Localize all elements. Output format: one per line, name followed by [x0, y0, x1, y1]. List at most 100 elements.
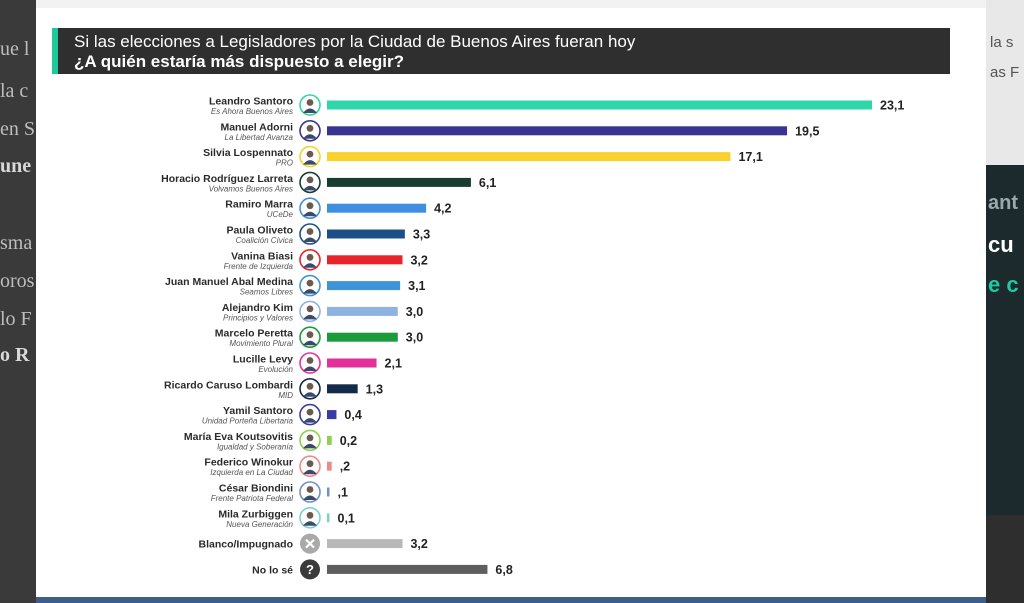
candidate-shoulders-icon	[303, 443, 317, 449]
candidate-head-icon	[306, 279, 314, 287]
bar	[327, 152, 731, 162]
background-text-fragment: la s	[990, 34, 1014, 51]
party-label: Coalición Cívica	[236, 236, 294, 245]
x-glyph-icon	[305, 538, 315, 549]
party-label: Evolución	[258, 365, 293, 374]
category-label: Horacio Rodríguez Larreta	[161, 173, 293, 185]
party-label: MID	[278, 391, 293, 400]
candidate-shoulders-icon	[303, 289, 317, 294]
bar	[327, 126, 788, 136]
candidate-head-icon	[306, 408, 314, 416]
question-glyph-icon: ?	[306, 562, 314, 577]
background-article-left: ue l la c en S une sma oros lo F o R	[0, 0, 36, 603]
candidate-head-icon	[306, 150, 314, 158]
candidate-shoulders-icon	[303, 237, 317, 242]
category-label: Juan Manuel Abal Medina	[165, 276, 293, 288]
value-label: 17,1	[738, 150, 762, 164]
value-label: 0,1	[338, 511, 355, 525]
candidate-head-icon	[306, 228, 314, 235]
background-text-fragment: sma	[0, 232, 33, 254]
card-bottom-strip	[36, 597, 986, 603]
bar	[327, 435, 332, 445]
bar	[327, 177, 471, 187]
party-label: Nueva Generación	[226, 520, 293, 529]
value-label: 23,1	[880, 99, 904, 113]
party-label: Principios y Valores	[223, 313, 293, 322]
candidate-head-icon	[306, 305, 314, 313]
category-label: Yamil Santoro	[223, 405, 293, 417]
background-text-fragment: la c	[0, 80, 29, 102]
candidate-shoulders-icon	[303, 418, 317, 423]
background-article-right: la s as F ant cu e c	[986, 0, 1024, 603]
value-label: 1,3	[366, 382, 383, 396]
bar	[327, 384, 358, 394]
bar	[327, 358, 377, 368]
category-label: Mila Zurbiggen	[218, 508, 293, 520]
bar	[327, 306, 398, 316]
value-label: 3,0	[406, 331, 423, 345]
background-text-fragment: cu	[988, 232, 1014, 257]
candidate-head-icon	[306, 176, 314, 184]
candidate-shoulders-icon	[303, 392, 317, 397]
candidate-head-icon	[306, 434, 314, 442]
background-text-fragment: ue l	[0, 38, 30, 60]
value-label: 6,1	[479, 176, 496, 190]
candidate-head-icon	[306, 331, 314, 339]
value-label: 3,1	[408, 279, 425, 293]
candidate-shoulders-icon	[303, 185, 317, 191]
value-label: 3,3	[413, 228, 430, 242]
bar	[327, 539, 403, 549]
value-label: 6,8	[495, 563, 512, 577]
category-label: Lucille Levy	[233, 354, 293, 366]
category-label: Federico Winokur	[204, 457, 293, 469]
party-label: La Libertad Avanza	[225, 133, 294, 142]
value-label: 3,2	[410, 537, 427, 551]
value-label: 3,2	[410, 253, 427, 267]
value-label: 3,0	[406, 305, 423, 319]
bar	[327, 564, 488, 574]
party-label: Izquierda en La Ciudad	[210, 468, 293, 477]
chart-subtitle: ¿A quién estaría más dispuesto a elegir?	[74, 52, 405, 71]
value-label: 0,2	[340, 434, 357, 448]
bar	[327, 203, 427, 213]
bar	[327, 281, 401, 291]
category-label: María Eva Koutsovitis	[184, 431, 293, 443]
party-label: Volvamos Buenos Aires	[209, 184, 293, 193]
party-label: Es Ahora Buenos Aires	[211, 107, 293, 116]
candidate-head-icon	[306, 253, 314, 261]
bar	[327, 229, 405, 239]
candidate-head-icon	[306, 460, 314, 468]
party-label: Seamos Libres	[240, 288, 293, 297]
background-dark-panel	[986, 165, 1024, 515]
candidate-shoulders-icon	[303, 469, 317, 475]
chart-card: Si las elecciones a Legisladores por la …	[36, 8, 986, 603]
candidate-shoulders-icon	[303, 263, 317, 268]
party-label: Movimiento Plural	[229, 339, 293, 348]
candidate-head-icon	[306, 511, 314, 519]
party-label: Frente de Izquierda	[224, 262, 294, 271]
chart-header: Si las elecciones a Legisladores por la …	[52, 28, 950, 74]
candidate-shoulders-icon	[303, 340, 317, 346]
candidate-head-icon	[306, 486, 314, 493]
category-label: Ramiro Marra	[225, 199, 293, 211]
bar	[327, 513, 330, 523]
category-label: Vanina Biasi	[231, 250, 293, 262]
chart-title: Si las elecciones a Legisladores por la …	[74, 32, 636, 51]
candidate-shoulders-icon	[303, 211, 317, 217]
candidate-shoulders-icon	[303, 521, 317, 526]
background-text-fragment: o R	[0, 344, 30, 366]
category-label: Marcelo Peretta	[215, 328, 293, 340]
value-label: ,1	[338, 486, 348, 500]
header-accent-bar	[52, 28, 58, 74]
background-light-panel	[986, 0, 1024, 165]
value-label: ,2	[340, 460, 350, 474]
candidate-shoulders-icon	[303, 134, 317, 139]
candidate-shoulders-icon	[303, 366, 317, 371]
party-label: PRO	[276, 159, 293, 168]
category-label: Manuel Adorni	[220, 121, 293, 133]
bar	[327, 332, 398, 342]
party-label: Frente Patriota Federal	[211, 494, 293, 503]
party-label: Unidad Porteña Libertaria	[202, 417, 294, 426]
candidate-head-icon	[306, 124, 314, 132]
